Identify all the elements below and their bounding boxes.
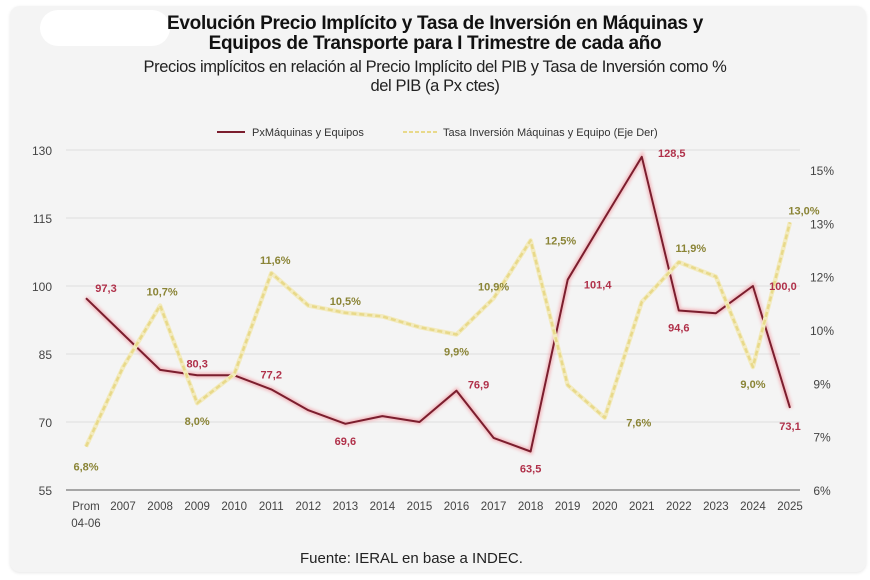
y-right-tick-label: 15%	[810, 164, 834, 178]
y-left-tick-label: 100	[32, 280, 52, 294]
x-tick-label: 2020	[592, 501, 618, 513]
y-left-tick-label: 70	[39, 416, 53, 430]
x-tick-label: 2017	[481, 501, 507, 513]
rate-data-label: 10,7%	[147, 287, 178, 299]
price-data-label: 94,6	[668, 322, 689, 334]
rate-data-label: 9,0%	[740, 379, 765, 391]
title-line-1: Evolución Precio Implícito y Tasa de Inv…	[167, 13, 703, 34]
y-left-tick-label: 115	[33, 212, 52, 226]
price-data-label: 77,2	[261, 369, 282, 381]
price-data-label: 76,9	[468, 380, 489, 392]
gridlines	[66, 149, 800, 423]
rate-data-label: 12,5%	[545, 235, 576, 247]
series-layer	[83, 150, 793, 455]
price-data-label: 128,5	[658, 148, 686, 160]
price-data-label: 80,3	[186, 358, 207, 370]
rate-data-label: 10,5%	[330, 296, 361, 308]
x-tick-label: 2007	[110, 501, 136, 513]
chart-title: Evolución Precio Implícito y Tasa de Inv…	[0, 14, 870, 54]
subtitle-line-1: Precios implícitos en relación al Precio…	[143, 58, 727, 76]
price-data-label: 100,0	[769, 281, 797, 293]
y-right-tick-label: 13%	[810, 217, 834, 231]
x-tick-label: 2019	[555, 501, 581, 513]
rate-data-label: 7,6%	[626, 418, 651, 430]
y-right-tick-label: 9%	[813, 377, 831, 391]
x-tick-label: 2018	[518, 501, 544, 513]
price-data-label: 97,3	[95, 283, 116, 295]
x-tick-label: 2021	[629, 501, 655, 513]
subtitle-line-2: del PIB (a Px ctes)	[370, 77, 500, 95]
legend-label-rate: Tasa Inversión Máquinas y Equipo (Eje De…	[443, 127, 658, 139]
data-labels: 97,3 80,3 77,2 69,6 76,9 63,5 101,4 128,5 94,6 10…	[73, 148, 819, 476]
x-tick-label: 2014	[370, 501, 396, 513]
rate-data-label: 13,0%	[788, 205, 819, 217]
legend-label-price: PxMáquinas y Equipos	[252, 127, 364, 139]
rate-data-label: 8,0%	[185, 416, 210, 428]
x-tick-label: 2008	[147, 501, 173, 513]
axes: 55 70 85 100 115 130 6% 7% 9% 10% 12% 13% 15% Prom 04-…	[32, 144, 834, 530]
rate-data-label: 10,9%	[478, 281, 509, 293]
x-tick-label: 2015	[407, 501, 433, 513]
price-data-label: 69,6	[335, 436, 356, 448]
x-tick-label: 04-06	[71, 518, 100, 530]
rate-line	[84, 221, 792, 448]
price-line	[85, 155, 791, 453]
rate-data-label: 9,9%	[444, 346, 469, 358]
y-left-tick-label: 130	[32, 144, 52, 158]
rate-data-label: 11,9%	[676, 243, 707, 255]
x-tick-label: 2016	[444, 501, 470, 513]
x-tick-label: 2025	[777, 501, 803, 513]
y-right-tick-label: 12%	[810, 271, 834, 285]
x-tick-label: 2009	[184, 501, 210, 513]
price-data-label: 101,4	[584, 280, 612, 292]
y-right-tick-label: 7%	[813, 431, 831, 445]
rate-data-label: 11,6%	[260, 255, 291, 267]
x-tick-label: 2011	[259, 501, 284, 513]
rate-data-label: 6,8%	[73, 462, 98, 474]
source-note: Fuente: IERAL en base a INDEC.	[300, 550, 523, 567]
price-data-label: 63,5	[520, 463, 541, 475]
y-right-tick-label: 6%	[813, 484, 831, 498]
y-left-tick-label: 55	[39, 484, 53, 498]
x-tick-label: 2012	[296, 501, 322, 513]
legend: PxMáquinas y Equipos Tasa Inversión Máqui…	[217, 127, 658, 139]
chart-subtitle: Precios implícitos en relación al Precio…	[0, 58, 870, 96]
x-tick-label: 2022	[666, 501, 692, 513]
x-tick-label: Prom	[72, 501, 99, 513]
x-tick-label: 2023	[703, 501, 729, 513]
price-data-label: 73,1	[779, 421, 800, 433]
title-line-2: Equipos de Transporte para I Trimestre d…	[208, 33, 662, 54]
y-left-tick-label: 85	[39, 348, 53, 362]
x-tick-label: 2024	[740, 501, 766, 513]
logo-placeholder	[40, 10, 170, 46]
x-tick-label: 2010	[221, 501, 247, 513]
x-tick-label: 2013	[333, 501, 359, 513]
y-right-tick-label: 10%	[810, 324, 834, 338]
